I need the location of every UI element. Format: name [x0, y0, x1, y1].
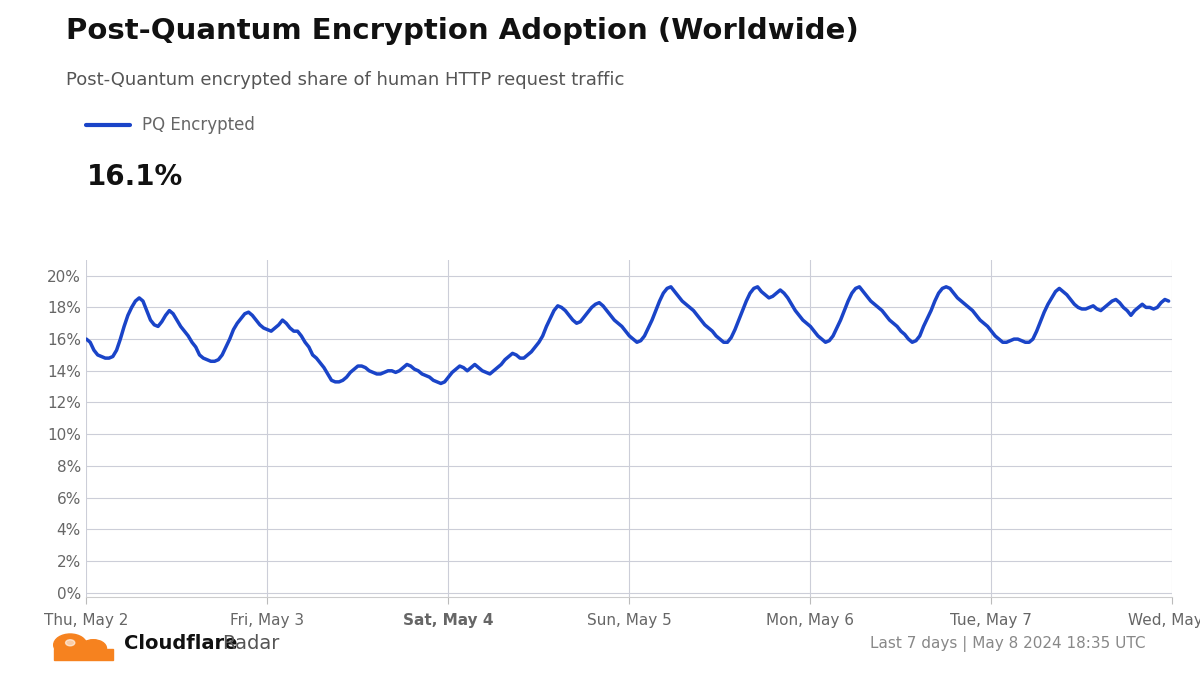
Circle shape — [80, 640, 107, 657]
Circle shape — [54, 634, 86, 656]
Circle shape — [66, 640, 74, 646]
Text: Cloudflare: Cloudflare — [124, 634, 238, 653]
Text: PQ Encrypted: PQ Encrypted — [142, 116, 254, 134]
Text: Post-Quantum encrypted share of human HTTP request traffic: Post-Quantum encrypted share of human HT… — [66, 71, 624, 89]
Text: Last 7 days | May 8 2024 18:35 UTC: Last 7 days | May 8 2024 18:35 UTC — [870, 636, 1146, 652]
Text: Radar: Radar — [222, 634, 280, 653]
Text: Post-Quantum Encryption Adoption (Worldwide): Post-Quantum Encryption Adoption (Worldw… — [66, 17, 859, 45]
Bar — [54, 649, 113, 660]
Text: 16.1%: 16.1% — [86, 163, 182, 191]
